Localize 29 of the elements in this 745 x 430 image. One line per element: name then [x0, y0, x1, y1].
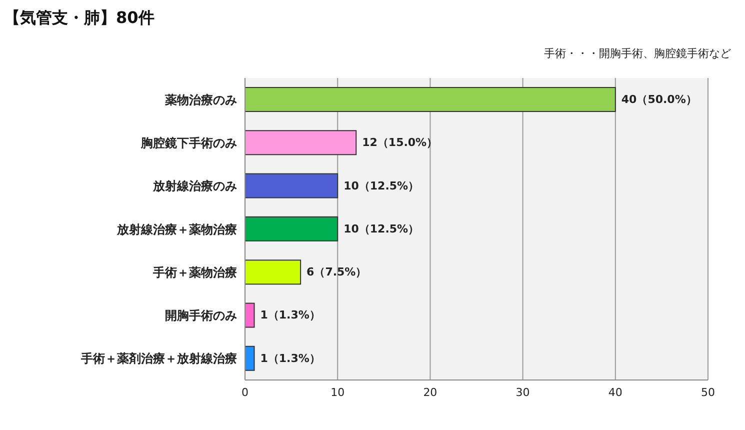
- y-tick-label: 胸腔鏡下手術のみ: [140, 136, 237, 150]
- y-tick-label: 手術＋薬物治療: [152, 265, 237, 280]
- bar: [245, 86, 616, 112]
- data-label: 6（7.5%）: [306, 266, 367, 279]
- x-tick-label: 20: [423, 386, 438, 399]
- bar: [245, 173, 338, 198]
- y-tick-label: 放射線治療のみ: [152, 179, 237, 194]
- text: 【気管支・肺】80件: [4, 8, 154, 29]
- bar: [245, 216, 338, 242]
- data-label: 10（12.5%）: [344, 222, 420, 236]
- y-tick-label: 放射線治療＋薬物治療: [116, 222, 237, 236]
- data-label: 1（1.3%）: [260, 352, 320, 365]
- bar: [245, 130, 357, 156]
- x-tick-label: 10: [330, 386, 345, 399]
- x-tick-label: 40: [608, 386, 622, 399]
- bar: [245, 302, 255, 328]
- bar: [245, 260, 302, 285]
- x-tick-label: 50: [701, 386, 715, 399]
- y-tick-label: 手術＋薬剤治療＋放射線治療: [80, 352, 237, 366]
- data-label: 12（15.0%）: [362, 136, 438, 150]
- data-label: 10（12.5%）: [344, 179, 420, 192]
- y-tick-label: 薬物治療のみ: [164, 92, 237, 107]
- data-label: 40（50.0%）: [621, 92, 697, 106]
- x-tick-label: 0: [242, 386, 248, 399]
- text: 手術・・・開胸手術、胸腔鏡手術など: [544, 46, 731, 61]
- bar: [245, 346, 255, 371]
- x-tick-label: 30: [516, 386, 530, 399]
- data-label: 1（1.3%）: [260, 308, 320, 322]
- y-tick-label: 開胸手術のみ: [165, 308, 237, 323]
